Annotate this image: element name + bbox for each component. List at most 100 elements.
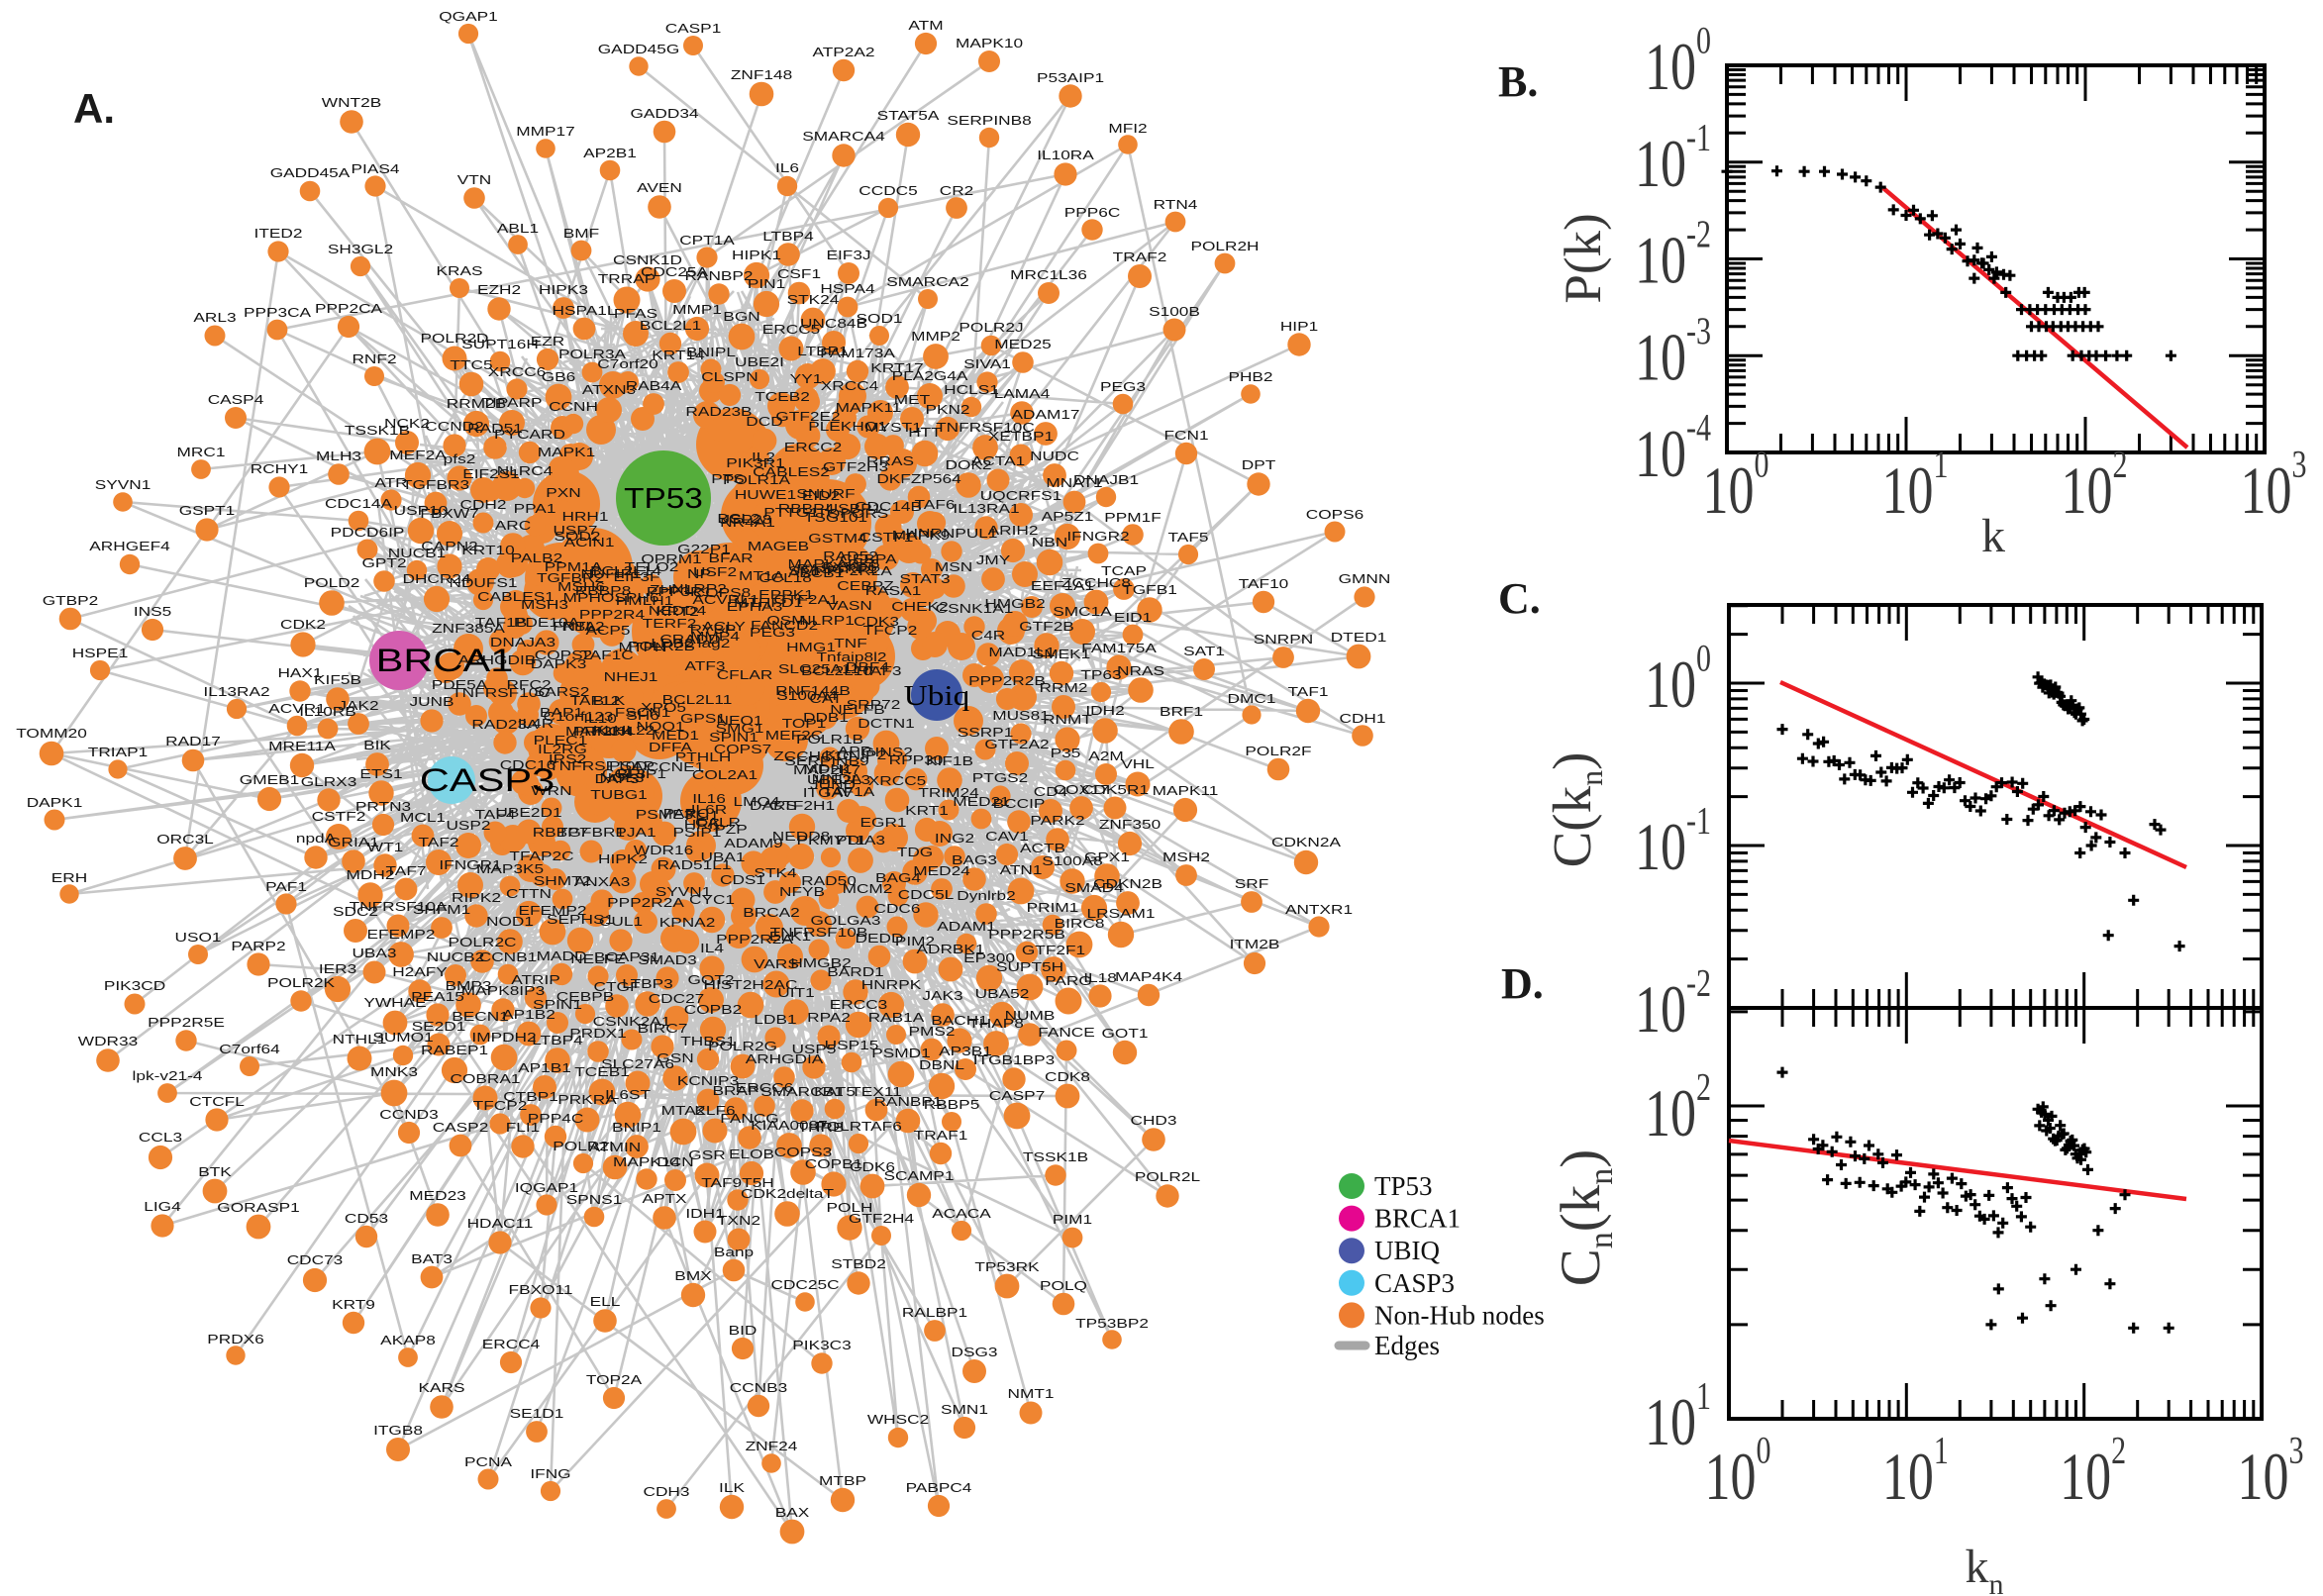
svg-text:HIST2H2AC: HIST2H2AC (704, 978, 798, 992)
svg-text:STK24: STK24 (787, 293, 840, 307)
svg-text:HAX1: HAX1 (277, 666, 322, 680)
svg-text:POLR2F: POLR2F (1245, 745, 1311, 758)
svg-text:MEF2A: MEF2A (389, 449, 448, 462)
svg-text:CASP7: CASP7 (989, 1089, 1046, 1103)
svg-text:HRH1: HRH1 (561, 510, 608, 524)
svg-text:PARP2: PARP2 (231, 940, 285, 953)
svg-text:PYCARD: PYCARD (494, 428, 565, 442)
svg-text:C7orf64: C7orf64 (219, 1043, 279, 1056)
svg-text:BARD1: BARD1 (827, 965, 884, 979)
svg-text:PRDX1: PRDX1 (569, 1027, 627, 1041)
svg-text:TGFBR2: TGFBR2 (537, 571, 604, 585)
svg-text:UQCRFS1: UQCRFS1 (980, 489, 1061, 503)
svg-text:POLR2I: POLR2I (553, 1140, 613, 1153)
svg-text:MT1A: MT1A (739, 569, 785, 583)
svg-text:MED23: MED23 (409, 1189, 466, 1203)
svg-text:LAMA4: LAMA4 (994, 387, 1051, 401)
svg-text:BCL2L10: BCL2L10 (801, 664, 872, 678)
svg-text:MTPN: MTPN (619, 641, 667, 654)
svg-text:SF1: SF1 (788, 564, 820, 578)
svg-text:POLR2B: POLR2B (628, 640, 695, 653)
svg-text:TRRAP: TRRAP (598, 272, 656, 286)
svg-text:SHFM1: SHFM1 (413, 903, 471, 917)
svg-text:USP2: USP2 (446, 819, 490, 833)
svg-text:MRE11A: MRE11A (268, 740, 337, 753)
svg-text:GRIA1: GRIA1 (328, 836, 379, 849)
svg-text:SSRP1: SSRP1 (958, 726, 1014, 740)
svg-text:MED1: MED1 (652, 729, 699, 743)
svg-text:RAD51: RAD51 (467, 422, 523, 436)
svg-text:BIRC8: BIRC8 (1055, 917, 1105, 931)
svg-text:IL6ST: IL6ST (605, 1088, 651, 1102)
svg-text:ZNF350: ZNF350 (1099, 818, 1161, 832)
svg-text:FANCD2: FANCD2 (751, 619, 818, 633)
svg-text:CDKN2B: CDKN2B (1093, 877, 1162, 891)
svg-text:CSF1: CSF1 (777, 267, 821, 281)
svg-text:ELK1: ELK1 (769, 930, 811, 944)
svg-text:AP2B1: AP2B1 (583, 147, 637, 160)
svg-text:PARK2: PARK2 (1030, 814, 1084, 828)
svg-text:COX17: COX17 (1054, 783, 1110, 797)
svg-text:EID1: EID1 (1114, 611, 1152, 625)
svg-text:CABLES2: CABLES2 (753, 465, 830, 479)
svg-text:COPS6: COPS6 (1306, 508, 1364, 522)
svg-text:ACVR1: ACVR1 (268, 702, 326, 716)
svg-text:WT1: WT1 (367, 841, 403, 854)
svg-text:HSPE1: HSPE1 (72, 647, 129, 660)
svg-text:CRADD: CRADD (659, 633, 720, 647)
svg-text:PIN1: PIN1 (748, 277, 785, 291)
svg-text:MFI2: MFI2 (1108, 122, 1147, 136)
svg-text:NMT1: NMT1 (1008, 1387, 1055, 1401)
svg-text:ACVRL1: ACVRL1 (692, 593, 758, 607)
svg-text:ATRIP: ATRIP (511, 973, 560, 987)
svg-text:COPS7: COPS7 (714, 743, 772, 756)
svg-text:BRAP: BRAP (712, 1084, 758, 1098)
svg-text:USF2: USF2 (693, 565, 737, 579)
svg-text:USP10: USP10 (394, 504, 449, 518)
svg-text:TAF7: TAF7 (386, 864, 427, 878)
svg-text:KCNIP3: KCNIP3 (677, 1074, 739, 1088)
svg-text:CDK8: CDK8 (1045, 1070, 1090, 1084)
svg-text:CCNB3: CCNB3 (730, 1381, 788, 1395)
svg-text:KIF1B: KIF1B (926, 754, 973, 768)
svg-text:COBRA1: COBRA1 (451, 1072, 521, 1086)
svg-text:TXN2: TXN2 (717, 1214, 760, 1228)
svg-text:PARC: PARC (663, 807, 710, 821)
svg-text:ZCCHC10: ZCCHC10 (773, 749, 853, 763)
svg-text:GMEB1: GMEB1 (240, 773, 299, 787)
svg-text:SMARCA4: SMARCA4 (802, 130, 884, 144)
svg-text:MED24: MED24 (913, 864, 970, 878)
svg-text:PPP2R5B: PPP2R5B (988, 928, 1065, 942)
svg-text:PZP: PZP (714, 823, 748, 837)
svg-text:FAM173A: FAM173A (820, 347, 896, 360)
svg-text:Non-Hub nodes: Non-Hub nodes (1374, 1300, 1545, 1330)
svg-text:NEDD8: NEDD8 (772, 830, 831, 844)
svg-text:CASP1: CASP1 (665, 22, 722, 36)
svg-text:CDK6: CDK6 (850, 1160, 895, 1174)
svg-text:THRB: THRB (798, 1121, 845, 1135)
svg-text:SMARCB1: SMARCB1 (760, 1085, 843, 1099)
svg-text:NUMB: NUMB (1005, 1009, 1056, 1023)
svg-text:PSIP1: PSIP1 (673, 826, 722, 840)
svg-text:RAB4A: RAB4A (626, 379, 683, 393)
svg-text:MSH6: MSH6 (557, 580, 605, 594)
svg-text:PRTN3: PRTN3 (355, 800, 411, 814)
svg-text:TAF2: TAF2 (419, 836, 459, 849)
svg-text:SMC1A: SMC1A (1053, 605, 1112, 619)
svg-text:XETBP1: XETBP1 (988, 430, 1054, 444)
svg-text:NOL3: NOL3 (599, 771, 644, 785)
svg-text:TRIM24: TRIM24 (918, 786, 978, 800)
svg-text:CTBP1: CTBP1 (503, 1090, 558, 1104)
svg-text:POLR2K: POLR2K (267, 976, 335, 990)
svg-text:10-3: 10-3 (1635, 309, 1711, 395)
svg-text:PIM1: PIM1 (1053, 1213, 1092, 1227)
svg-text:EIF3J: EIF3J (826, 249, 870, 262)
svg-text:TFCP2: TFCP2 (473, 1099, 528, 1113)
svg-text:RASA1: RASA1 (865, 584, 922, 598)
svg-text:CHD3: CHD3 (1130, 1114, 1176, 1128)
svg-text:ADRBK1: ADRBK1 (916, 943, 984, 956)
svg-text:POLR1B: POLR1B (796, 733, 863, 747)
svg-text:RPP30: RPP30 (889, 753, 944, 767)
svg-text:RRM2: RRM2 (1040, 681, 1088, 695)
svg-text:SUPT16H: SUPT16H (461, 338, 539, 351)
